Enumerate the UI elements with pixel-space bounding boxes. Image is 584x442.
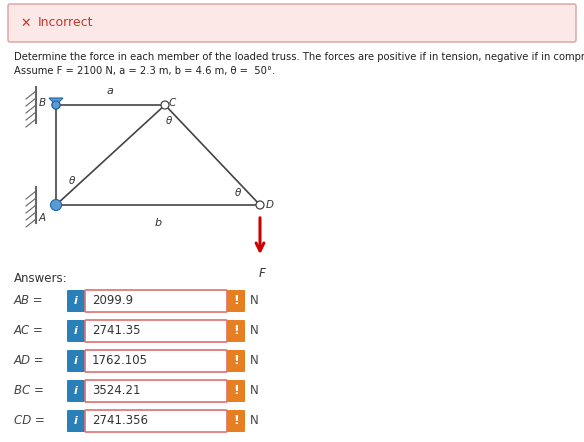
Text: N: N: [250, 354, 259, 367]
Text: θ: θ: [69, 176, 75, 186]
Text: Assume F = 2100 N, a = 2.3 m, b = 4.6 m, θ =  50°.: Assume F = 2100 N, a = 2.3 m, b = 4.6 m,…: [14, 66, 275, 76]
Text: b: b: [154, 218, 162, 228]
FancyBboxPatch shape: [227, 320, 245, 342]
Text: AC =: AC =: [14, 324, 44, 338]
Text: 1762.105: 1762.105: [92, 354, 148, 367]
FancyBboxPatch shape: [227, 350, 245, 372]
Text: N: N: [250, 385, 259, 397]
Text: a: a: [106, 86, 113, 96]
Circle shape: [52, 101, 60, 109]
Text: !: !: [233, 354, 239, 367]
Text: N: N: [250, 324, 259, 338]
Text: AB =: AB =: [14, 294, 44, 308]
Text: N: N: [250, 415, 259, 427]
Text: i: i: [74, 416, 78, 426]
FancyBboxPatch shape: [227, 380, 245, 402]
Text: 3524.21: 3524.21: [92, 385, 141, 397]
Text: i: i: [74, 326, 78, 336]
Text: A: A: [39, 213, 46, 223]
Text: Incorrect: Incorrect: [38, 16, 93, 30]
Text: !: !: [233, 294, 239, 308]
Text: D: D: [266, 200, 274, 210]
Text: Determine the force in each member of the loaded truss. The forces are positive : Determine the force in each member of th…: [14, 52, 584, 62]
FancyBboxPatch shape: [67, 320, 85, 342]
FancyBboxPatch shape: [227, 410, 245, 432]
Circle shape: [52, 101, 60, 109]
FancyBboxPatch shape: [67, 410, 85, 432]
FancyBboxPatch shape: [67, 290, 85, 312]
FancyBboxPatch shape: [85, 410, 227, 432]
Text: θ: θ: [235, 188, 241, 198]
FancyBboxPatch shape: [67, 380, 85, 402]
Text: CD =: CD =: [14, 415, 45, 427]
Text: BC =: BC =: [14, 385, 44, 397]
Text: 2741.356: 2741.356: [92, 415, 148, 427]
Text: ✕: ✕: [21, 16, 32, 30]
Text: 2741.35: 2741.35: [92, 324, 141, 338]
FancyBboxPatch shape: [227, 290, 245, 312]
Text: F: F: [259, 267, 265, 280]
FancyBboxPatch shape: [85, 320, 227, 342]
Text: C: C: [169, 98, 176, 108]
Circle shape: [256, 201, 264, 209]
Text: i: i: [74, 296, 78, 306]
Text: θ: θ: [166, 116, 172, 126]
FancyBboxPatch shape: [85, 290, 227, 312]
Text: i: i: [74, 386, 78, 396]
Text: B: B: [39, 98, 46, 108]
Text: !: !: [233, 415, 239, 427]
Circle shape: [161, 101, 169, 109]
FancyBboxPatch shape: [85, 350, 227, 372]
FancyBboxPatch shape: [85, 380, 227, 402]
Text: Answers:: Answers:: [14, 272, 68, 285]
Circle shape: [50, 199, 61, 210]
Text: !: !: [233, 324, 239, 338]
Text: N: N: [250, 294, 259, 308]
Polygon shape: [49, 98, 63, 105]
FancyBboxPatch shape: [67, 350, 85, 372]
FancyBboxPatch shape: [8, 4, 576, 42]
Text: 2099.9: 2099.9: [92, 294, 133, 308]
Text: i: i: [74, 356, 78, 366]
Text: AD =: AD =: [14, 354, 44, 367]
Text: !: !: [233, 385, 239, 397]
